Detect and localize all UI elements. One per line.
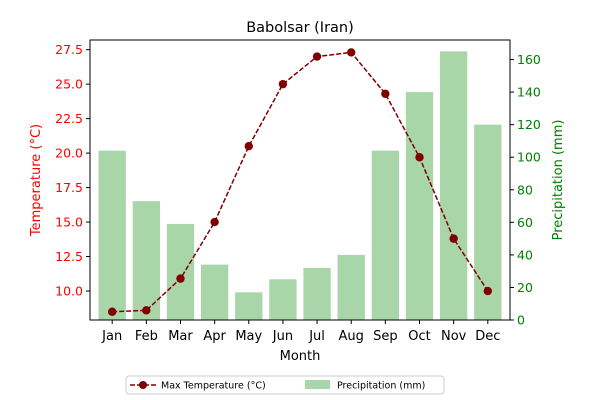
left-tick-label: 25.0	[55, 77, 83, 92]
legend-line-marker	[139, 381, 147, 389]
chart-title: Babolsar (Iran)	[246, 20, 354, 36]
right-tick-label: 40	[517, 247, 533, 262]
temperature-point-jul	[312, 52, 322, 61]
left-axis: 10.0 12.5 15.0 17.5 20.0 22.5 25.0 27.5	[55, 42, 90, 299]
precip-bar-jan	[98, 150, 126, 320]
legend-label-temperature: Max Temperature (°C)	[161, 381, 266, 392]
right-tick-label: 160	[517, 52, 541, 67]
x-tick-label: Mar	[168, 329, 193, 344]
temperature-point-dec	[483, 286, 493, 296]
x-axis: Jan Feb Mar Apr May Jun Jul Aug Sep Oct Nov Dec	[101, 320, 500, 344]
temperature-point-mar	[176, 274, 185, 283]
x-tick-label: Sep	[373, 329, 398, 344]
x-tick-label: Aug	[339, 329, 364, 344]
precip-bar-jul	[303, 267, 331, 320]
x-tick-label: Dec	[475, 329, 500, 344]
right-tick-label: 100	[517, 150, 541, 165]
legend: Max Temperature (°C) Precipitation (mm)	[125, 375, 445, 395]
right-tick-label: 120	[517, 117, 541, 132]
left-tick-label: 10.0	[55, 284, 83, 299]
legend-box	[125, 375, 445, 395]
left-tick-label: 15.0	[55, 215, 83, 230]
temperature-line	[112, 51, 489, 313]
x-tick-label: Apr	[203, 329, 226, 344]
x-tick-label: Jan	[101, 329, 122, 344]
temperature-point-jan	[107, 307, 117, 316]
temperature-point-feb	[142, 306, 151, 315]
x-tick-label: Oct	[408, 329, 430, 344]
x-tick-label: May	[235, 329, 262, 344]
legend-bar-swatch	[305, 380, 330, 389]
temperature-point-sep	[381, 89, 390, 98]
right-axis-label: Precipitation (mm)	[551, 120, 566, 241]
right-tick-label: 140	[517, 85, 541, 100]
precip-bar-oct	[405, 92, 434, 321]
left-tick-label: 20.0	[55, 146, 83, 161]
temperature-point-apr	[210, 217, 219, 227]
plot-frame	[89, 39, 511, 321]
precip-bar-nov	[440, 51, 468, 320]
precip-bar-apr	[200, 264, 229, 320]
left-axis-label: Temperature (°C)	[29, 124, 44, 237]
legend-label-precipitation: Precipitation (mm)	[337, 381, 425, 392]
x-tick-label: Jun	[272, 329, 293, 344]
precip-bar-feb	[132, 201, 160, 320]
x-axis-label: Month	[280, 349, 321, 364]
temperature-point-may	[244, 142, 253, 151]
x-tick-label: Jul	[308, 329, 325, 344]
precip-bar-may	[235, 292, 263, 320]
temperature-point-oct	[415, 153, 424, 162]
line-layer	[107, 48, 493, 316]
right-tick-label: 80	[517, 182, 533, 197]
temperature-point-aug	[347, 48, 356, 57]
left-tick-label: 12.5	[55, 249, 83, 264]
precip-bar-sep	[371, 150, 400, 320]
right-axis: 0 20 40 60 80 100 120 140 160	[510, 52, 541, 328]
left-tick-label: 17.5	[55, 180, 83, 195]
right-tick-label: 0	[517, 313, 525, 328]
x-tick-label: Nov	[441, 329, 467, 344]
precip-bar-mar	[166, 223, 195, 320]
precip-bar-jun	[269, 279, 297, 320]
bars-layer	[98, 51, 502, 321]
right-tick-label: 60	[517, 215, 533, 230]
precip-bar-aug	[337, 254, 365, 320]
x-tick-label: Feb	[135, 329, 158, 344]
left-tick-label: 22.5	[55, 111, 83, 126]
temperature-point-nov	[449, 234, 458, 243]
temperature-point-jun	[278, 79, 288, 89]
left-tick-label: 27.5	[55, 42, 83, 57]
right-tick-label: 20	[517, 280, 533, 295]
